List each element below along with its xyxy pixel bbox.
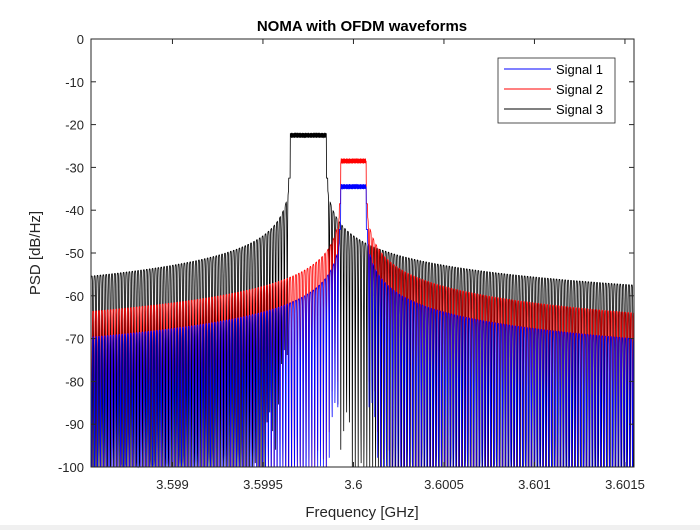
y-tick-label: -90 xyxy=(65,417,84,432)
y-tick-label: -70 xyxy=(65,332,84,347)
x-tick-label: 3.6 xyxy=(344,477,362,492)
y-tick-label: -20 xyxy=(65,118,84,133)
x-axis-label: Frequency [GHz] xyxy=(305,504,418,521)
legend-label-signal-3: Signal 3 xyxy=(556,102,603,117)
y-tick-label: -80 xyxy=(65,374,84,389)
x-tick-label: 3.599 xyxy=(156,477,189,492)
x-tick-label: 3.601 xyxy=(518,477,551,492)
y-axis-label: PSD [dB/Hz] xyxy=(27,211,44,295)
y-tick-label: 0 xyxy=(77,32,84,47)
y-tick-label: -50 xyxy=(65,246,84,261)
y-tick-label: -40 xyxy=(65,203,84,218)
x-tick-label: 3.5995 xyxy=(243,477,283,492)
legend-label-signal-1: Signal 1 xyxy=(556,62,603,77)
y-tick-label: -30 xyxy=(65,160,84,175)
x-tick-label: 3.6005 xyxy=(424,477,464,492)
y-tick-label: -10 xyxy=(65,75,84,90)
x-tick-label: 3.6015 xyxy=(605,477,645,492)
chart-title: NOMA with OFDM waveforms xyxy=(257,18,467,35)
y-tick-label: -100 xyxy=(58,460,84,475)
y-tick-label: -60 xyxy=(65,289,84,304)
x-ticks: 3.599 3.5995 3.6 3.6005 3.601 3.6015 xyxy=(156,39,645,492)
legend-label-signal-2: Signal 2 xyxy=(556,82,603,97)
y-ticks: 0 -10 -20 -30 -40 -50 -60 -70 -80 -90 -100 xyxy=(58,32,634,475)
legend: Signal 1 Signal 2 Signal 3 xyxy=(497,57,616,124)
